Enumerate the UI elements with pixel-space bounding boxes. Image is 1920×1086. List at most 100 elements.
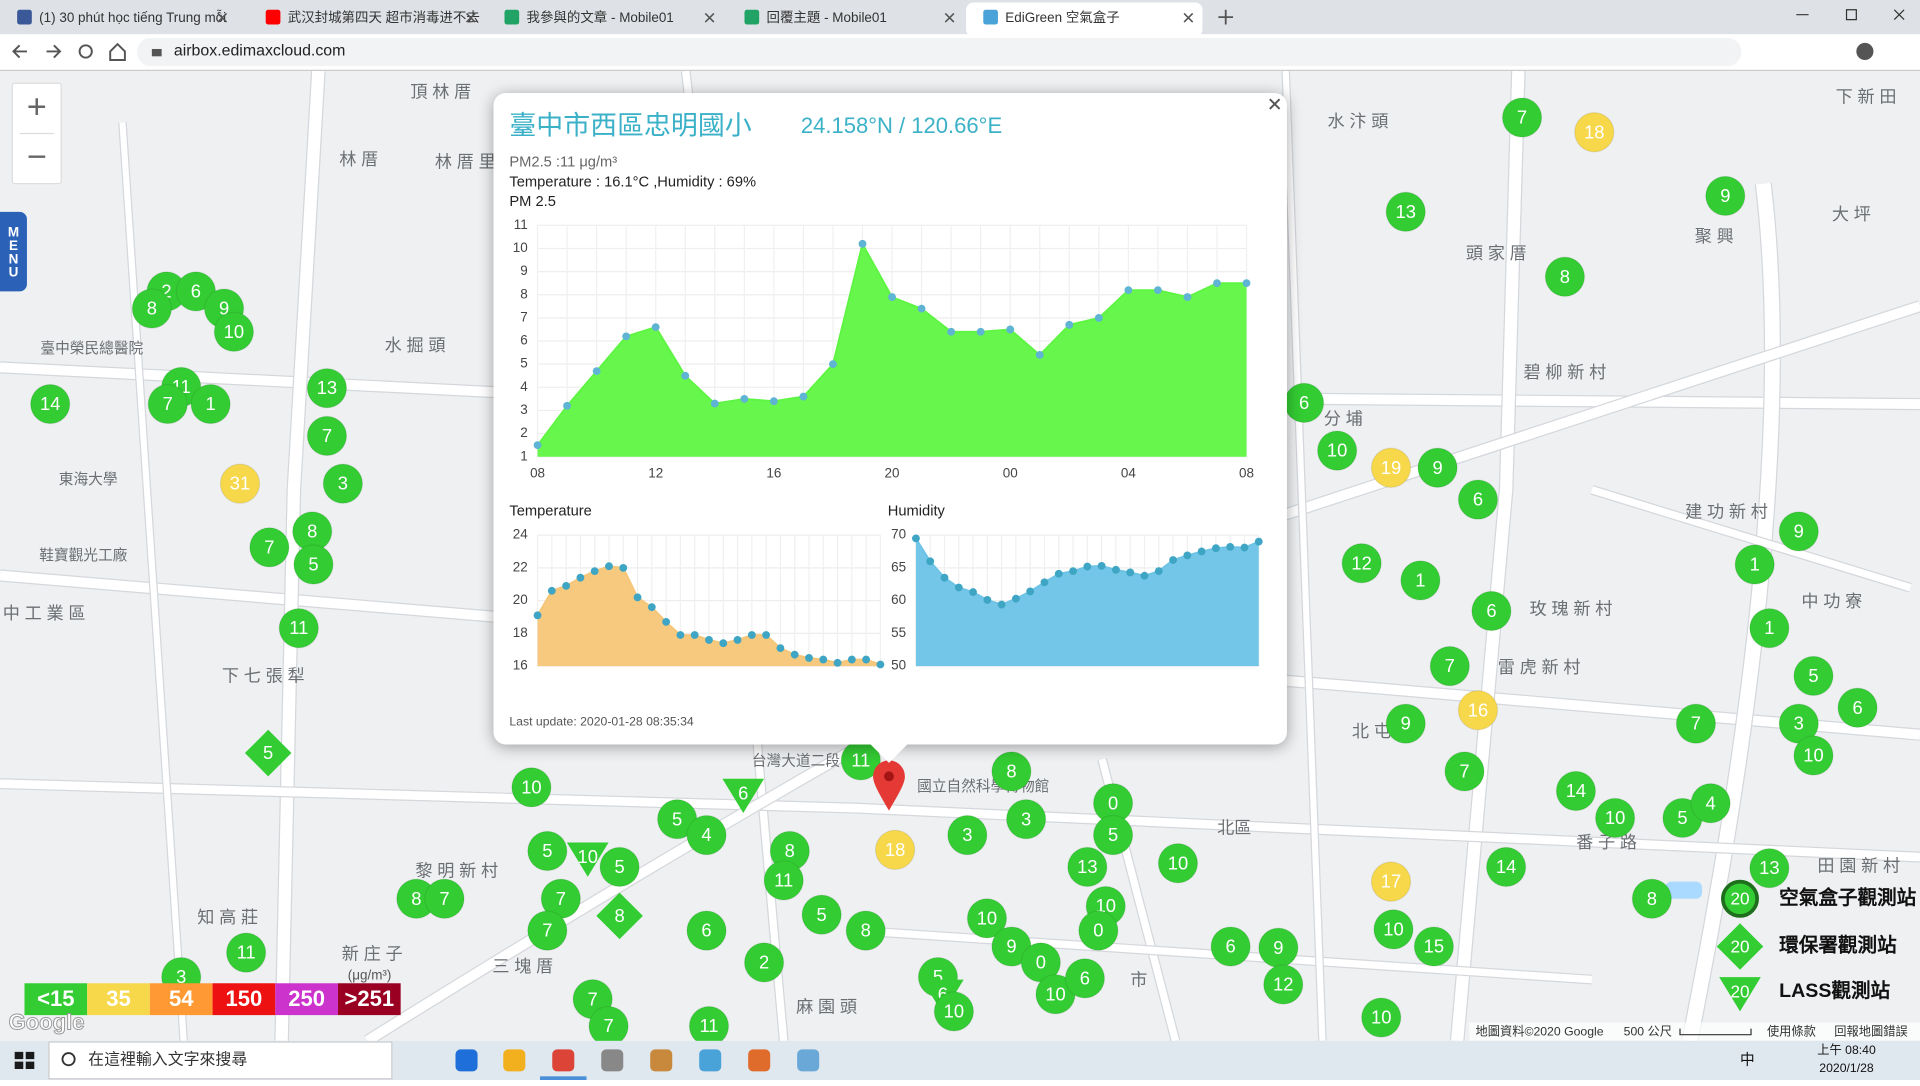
zoom-out[interactable]: −	[27, 138, 47, 176]
station-marker[interactable]	[131, 288, 173, 329]
station-marker[interactable]	[511, 767, 552, 808]
station-value[interactable]: 1	[1750, 554, 1760, 575]
menu-tab[interactable]: MENU	[0, 211, 27, 292]
start-button[interactable]	[14, 1051, 35, 1069]
tab-title[interactable]: (1) 30 phút học tiếng Trung mỗi	[39, 10, 226, 25]
station-marker[interactable]	[1370, 447, 1412, 488]
nav-buttons[interactable]	[12, 42, 126, 61]
station-value[interactable]: 11	[237, 942, 256, 963]
station-marker[interactable]	[599, 846, 640, 888]
station-value[interactable]: 15	[1424, 936, 1444, 957]
omnibox[interactable]	[137, 37, 1742, 67]
station-value[interactable]: 5	[263, 742, 273, 763]
station-marker[interactable]	[293, 544, 334, 585]
station-value[interactable]: 8	[147, 298, 157, 319]
station-marker[interactable]	[596, 892, 643, 940]
station-value[interactable]: 8	[785, 840, 795, 861]
station-value[interactable]: 5	[672, 808, 682, 829]
search-placeholder[interactable]: 在這裡輸入文字來搜尋	[88, 1051, 247, 1069]
station-value[interactable]: 11	[774, 869, 793, 890]
station-marker[interactable]	[306, 415, 348, 457]
station-value[interactable]: 2	[161, 280, 171, 301]
station-value[interactable]: 7	[603, 1015, 613, 1036]
station-marker[interactable]	[527, 830, 568, 872]
station-marker[interactable]	[991, 751, 1032, 792]
station-marker[interactable]	[1157, 843, 1199, 884]
profile-icon[interactable]	[1856, 42, 1874, 60]
station-value[interactable]: 13	[1077, 856, 1097, 877]
taskbar-app[interactable]	[552, 1049, 575, 1072]
station-marker[interactable]	[1316, 430, 1358, 471]
station-marker[interactable]	[1734, 544, 1775, 585]
station-marker[interactable]	[1749, 607, 1790, 649]
taskbar-app[interactable]	[797, 1049, 820, 1072]
station-value[interactable]: 3	[1794, 713, 1804, 734]
station-value[interactable]: 1	[1764, 617, 1774, 638]
station-value[interactable]: 8	[1006, 760, 1016, 781]
taskbar-app[interactable]	[503, 1049, 526, 1072]
station-value[interactable]: 8	[307, 520, 317, 541]
tab-close[interactable]	[465, 12, 476, 23]
station-value[interactable]: 6	[1299, 392, 1309, 413]
station-marker[interactable]	[1417, 447, 1458, 488]
station-value[interactable]: 10	[944, 1000, 964, 1021]
tab-title[interactable]: 我參與的文章 - Mobile01	[527, 9, 674, 25]
station-marker[interactable]	[1793, 735, 1834, 776]
tab-close[interactable]	[217, 12, 228, 23]
station-marker[interactable]	[1457, 690, 1499, 731]
station-value[interactable]: 3	[176, 966, 186, 987]
station-value[interactable]: 18	[885, 839, 905, 860]
taskbar-app[interactable]	[455, 1049, 478, 1072]
station-value[interactable]: 11	[851, 749, 870, 770]
station-value[interactable]: 7	[322, 425, 332, 446]
station-value[interactable]: 7	[588, 988, 598, 1009]
station-marker[interactable]	[1793, 655, 1834, 697]
ime-indicator[interactable]: 中	[1740, 1051, 1755, 1068]
station-value[interactable]: 9	[1432, 457, 1442, 478]
station-marker[interactable]	[244, 729, 292, 777]
station-value[interactable]: 10	[1045, 983, 1065, 1004]
station-marker[interactable]	[874, 829, 916, 871]
station-marker[interactable]	[278, 607, 319, 649]
station-value[interactable]: 13	[317, 377, 337, 398]
station-value[interactable]: 5	[542, 840, 552, 861]
station-value[interactable]: 2	[759, 952, 769, 973]
station-value[interactable]: 10	[1168, 852, 1188, 873]
station-value[interactable]: 1	[1415, 569, 1425, 590]
reload[interactable]	[78, 44, 93, 59]
station-marker[interactable]	[686, 814, 727, 856]
station-marker[interactable]	[249, 527, 290, 568]
station-marker[interactable]	[1705, 175, 1746, 217]
popup-close[interactable]	[1269, 98, 1281, 110]
station-value[interactable]: 10	[977, 907, 997, 928]
station-value[interactable]: 6	[1473, 489, 1483, 510]
station-marker[interactable]	[219, 463, 261, 504]
station-marker[interactable]	[743, 942, 785, 983]
station-value[interactable]: 6	[1486, 600, 1496, 621]
taskbar-app[interactable]	[699, 1049, 722, 1072]
report-link[interactable]: 回報地圖錯誤	[1834, 1023, 1907, 1038]
station-value[interactable]: 6	[701, 920, 711, 941]
station-value[interactable]: 5	[933, 966, 943, 987]
station-value[interactable]: 5	[817, 904, 827, 925]
station-value[interactable]: 18	[1584, 121, 1604, 142]
station-value[interactable]: 0	[1036, 952, 1046, 973]
taskbar-app[interactable]	[650, 1049, 673, 1072]
station-value[interactable]: 5	[1677, 807, 1687, 828]
station-value[interactable]: 17	[1381, 871, 1401, 892]
station-marker[interactable]	[1690, 783, 1731, 824]
station-marker[interactable]	[763, 860, 804, 901]
station-marker[interactable]	[1263, 964, 1304, 1005]
taskbar-app[interactable]	[601, 1049, 624, 1072]
station-value[interactable]: 13	[1396, 201, 1416, 222]
station-marker[interactable]	[1749, 847, 1790, 889]
station-marker[interactable]	[1544, 256, 1586, 297]
window-controls[interactable]	[1796, 9, 1905, 21]
station-marker[interactable]	[306, 367, 348, 409]
station-value[interactable]: 7	[542, 920, 552, 941]
station-value[interactable]: 9	[1794, 520, 1804, 541]
station-value[interactable]: 6	[1852, 697, 1862, 718]
station-value[interactable]: 7	[1445, 655, 1455, 676]
station-value[interactable]: 10	[1383, 918, 1403, 939]
station-marker[interactable]	[1341, 543, 1382, 584]
